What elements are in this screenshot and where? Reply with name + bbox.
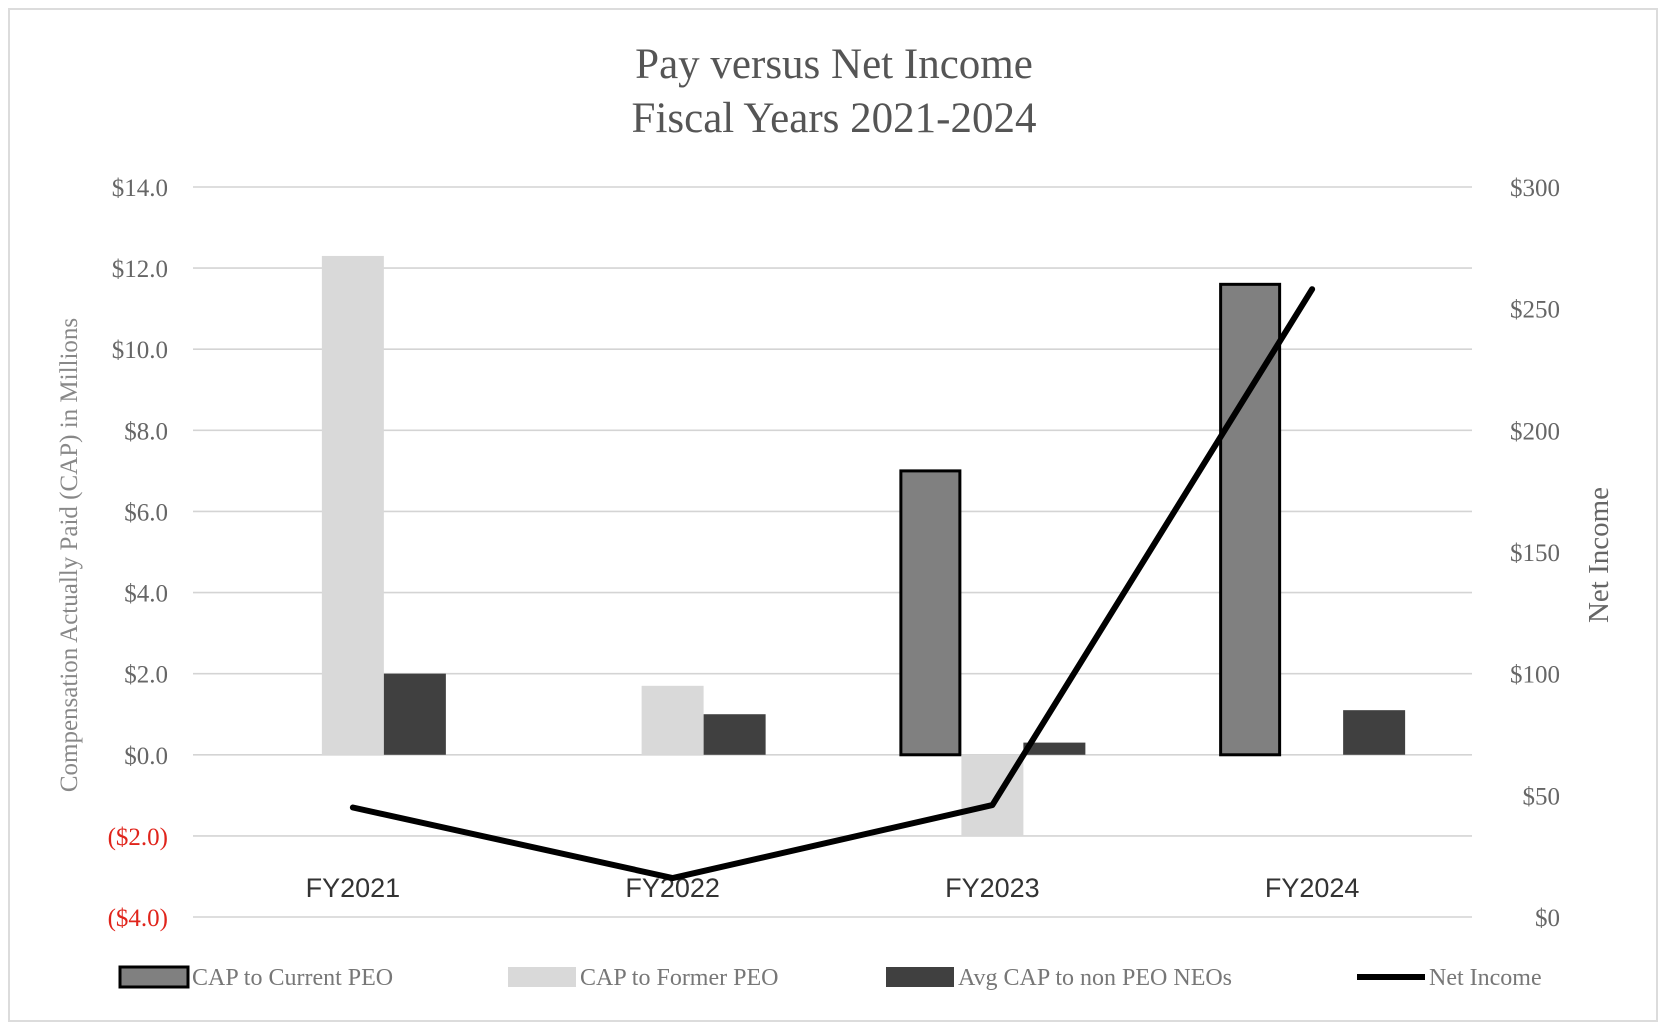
legend-swatch (886, 967, 954, 987)
left-tick-label: $14.0 (112, 175, 168, 202)
left-tick-label: $0.0 (124, 743, 168, 770)
legend-item: Net Income (1357, 965, 1542, 991)
line-net-income (349, 286, 1316, 882)
right-tick-label: $250 (1510, 297, 1560, 324)
chart-title-line-2: Fiscal Years 2021-2024 (632, 95, 1037, 142)
legend-label: CAP to Former PEO (580, 965, 778, 991)
category-label: FY2024 (1265, 873, 1360, 903)
right-tick-label: $0 (1535, 905, 1560, 932)
legend-item: Avg CAP to non PEO NEOs (886, 965, 1232, 991)
bar-cap-to-current-peo-fy2023 (899, 469, 962, 757)
legend-swatch (508, 967, 576, 987)
right-axis-ticks: $300 $250 $200 $150 $100 $50 $0 (1510, 175, 1560, 932)
category-label: FY2023 (945, 873, 1040, 903)
chart-frame (8, 8, 1658, 1022)
category-labels: FY2021 FY2022 FY2023 FY2024 (306, 873, 1360, 903)
left-tick-label: $6.0 (124, 499, 168, 526)
right-tick-label: $200 (1510, 418, 1560, 445)
left-axis-ticks: $14.0 $12.0 $10.0 $8.0 $6.0 $4.0 $2.0 $0.0 ($2.0… (108, 175, 168, 932)
left-tick-label: $12.0 (112, 256, 168, 283)
left-tick-label: $10.0 (112, 337, 168, 364)
legend-label: Net Income (1429, 965, 1542, 991)
right-tick-label: $100 (1510, 662, 1560, 689)
net-income-line-series (349, 286, 1316, 882)
chart-title-line-1: Pay versus Net Income (635, 41, 1033, 88)
bar-cap-to-former-peo-fy2021 (321, 255, 384, 755)
right-axis-title: Net Income (1583, 487, 1615, 623)
left-axis-title: Compensation Actually Paid (CAP) in Mill… (56, 318, 83, 792)
legend-label: CAP to Current PEO (192, 965, 393, 991)
legend: CAP to Current PEO CAP to Former PEO Avg C… (118, 965, 1542, 991)
legend-item: CAP to Former PEO (508, 965, 778, 991)
left-tick-label: ($4.0) (108, 905, 168, 932)
left-tick-label: $2.0 (124, 662, 168, 689)
bar-avg-cap-to-non-peo-neos-fy2022 (703, 714, 766, 755)
bar-avg-cap-to-non-peo-neos-fy2023 (1023, 742, 1086, 755)
legend-item: CAP to Current PEO (118, 965, 393, 991)
bar-cap-to-former-peo-fy2022 (641, 685, 704, 755)
left-tick-label: $8.0 (124, 418, 168, 445)
bar-series (321, 255, 1406, 836)
left-tick-label: ($2.0) (108, 824, 168, 851)
bar-avg-cap-to-non-peo-neos-fy2021 (383, 673, 446, 755)
bar-avg-cap-to-non-peo-neos-fy2024 (1343, 710, 1406, 755)
legend-label: Avg CAP to non PEO NEOs (958, 965, 1232, 991)
right-tick-label: $50 (1523, 783, 1561, 810)
legend-swatch (118, 965, 190, 989)
left-tick-label: $4.0 (124, 581, 168, 608)
right-tick-label: $150 (1510, 540, 1560, 567)
right-tick-label: $300 (1510, 175, 1560, 202)
category-label: FY2021 (306, 873, 401, 903)
